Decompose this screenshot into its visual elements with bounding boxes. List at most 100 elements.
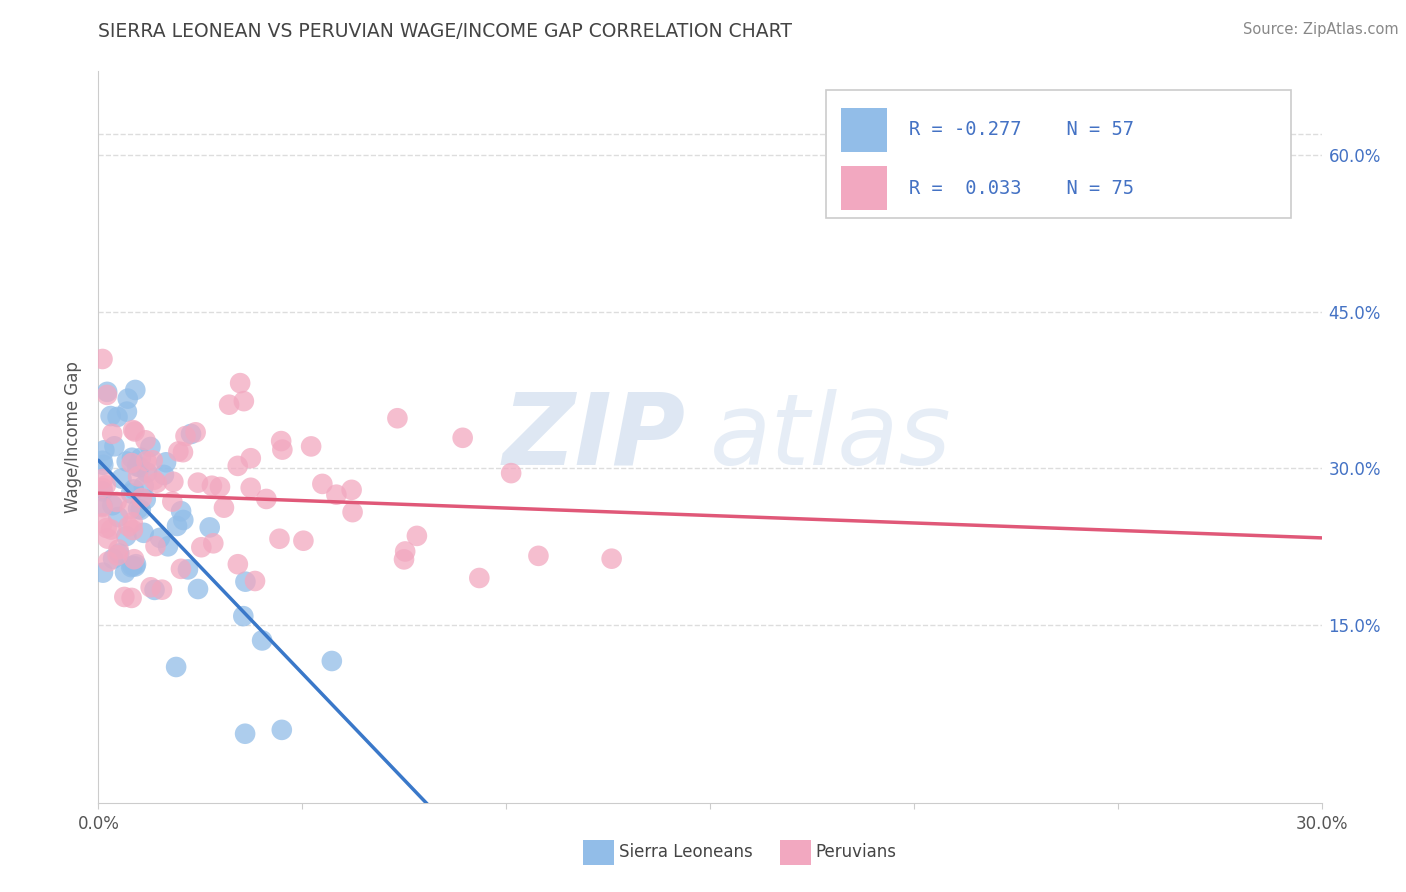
Point: [451, 431, 474, 445]
Point: [107, 549, 129, 563]
Point: [124, 425, 146, 439]
Point: [180, 427, 202, 442]
Point: [218, 398, 240, 412]
Point: [122, 552, 145, 566]
Point: [299, 439, 322, 453]
Point: [101, 498, 124, 512]
Point: [115, 404, 138, 418]
Text: atlas: atlas: [710, 389, 952, 485]
Point: [107, 542, 129, 557]
FancyBboxPatch shape: [827, 89, 1291, 218]
Point: [187, 475, 209, 490]
Point: [139, 440, 162, 454]
Point: [128, 460, 150, 475]
Point: [96, 521, 118, 535]
Point: [190, 540, 212, 554]
Point: [166, 519, 188, 533]
Point: [129, 450, 152, 465]
Text: R =  0.033    N = 75: R = 0.033 N = 75: [910, 179, 1135, 198]
Point: [501, 466, 523, 480]
Point: [142, 453, 165, 467]
Point: [292, 533, 315, 548]
Point: [269, 532, 291, 546]
Point: [110, 472, 132, 486]
Point: [394, 544, 416, 558]
Point: [149, 531, 172, 545]
Point: [97, 532, 120, 546]
Text: Sierra Leoneans: Sierra Leoneans: [619, 843, 752, 861]
Point: [153, 467, 176, 482]
Point: [527, 549, 550, 563]
Point: [150, 582, 173, 597]
Point: [127, 501, 149, 516]
Point: [107, 409, 129, 424]
Point: [91, 458, 114, 472]
Point: [172, 513, 194, 527]
Point: [124, 559, 146, 574]
Point: [170, 504, 193, 518]
Point: [156, 539, 179, 553]
Point: [232, 609, 254, 624]
Text: Source: ZipAtlas.com: Source: ZipAtlas.com: [1243, 22, 1399, 37]
Point: [201, 479, 224, 493]
Point: [91, 484, 114, 499]
Point: [101, 426, 124, 441]
Point: [165, 660, 187, 674]
Point: [226, 558, 249, 572]
Point: [202, 536, 225, 550]
Point: [121, 456, 143, 470]
Point: [321, 654, 343, 668]
Point: [342, 505, 364, 519]
Point: [114, 566, 136, 580]
Point: [145, 475, 167, 490]
Point: [134, 434, 156, 448]
Point: [311, 476, 333, 491]
Point: [600, 551, 623, 566]
Point: [229, 376, 252, 391]
Point: [132, 525, 155, 540]
Point: [235, 574, 257, 589]
Point: [125, 459, 148, 474]
Point: [101, 551, 124, 566]
Point: [162, 494, 184, 508]
Point: [100, 409, 122, 423]
Point: [208, 480, 231, 494]
Point: [468, 571, 491, 585]
Text: ZIP: ZIP: [502, 389, 686, 485]
Point: [121, 516, 143, 530]
Point: [142, 473, 165, 487]
Point: [91, 499, 114, 513]
Point: [232, 394, 254, 409]
Point: [120, 486, 142, 500]
Point: [143, 582, 166, 597]
Point: [117, 392, 139, 406]
Point: [392, 552, 415, 566]
Point: [136, 466, 159, 480]
Point: [135, 454, 157, 468]
Point: [103, 439, 125, 453]
Point: [131, 491, 153, 505]
Point: [129, 502, 152, 516]
Point: [239, 481, 262, 495]
Point: [122, 523, 145, 537]
Point: [226, 458, 249, 473]
Point: [172, 445, 194, 459]
Point: [139, 580, 162, 594]
Point: [121, 558, 143, 573]
Point: [132, 479, 155, 493]
Point: [127, 469, 149, 483]
Point: [93, 443, 115, 458]
Point: [135, 492, 157, 507]
Point: [105, 495, 128, 509]
Point: [184, 425, 207, 440]
Point: [254, 491, 277, 506]
Point: [91, 481, 114, 495]
Text: Peruvians: Peruvians: [815, 843, 897, 861]
Point: [162, 475, 184, 489]
Point: [145, 539, 167, 553]
Point: [91, 516, 114, 531]
Point: [91, 454, 114, 468]
Point: [387, 411, 409, 425]
Y-axis label: Wage/Income Gap: Wage/Income Gap: [65, 361, 83, 513]
Point: [122, 423, 145, 437]
